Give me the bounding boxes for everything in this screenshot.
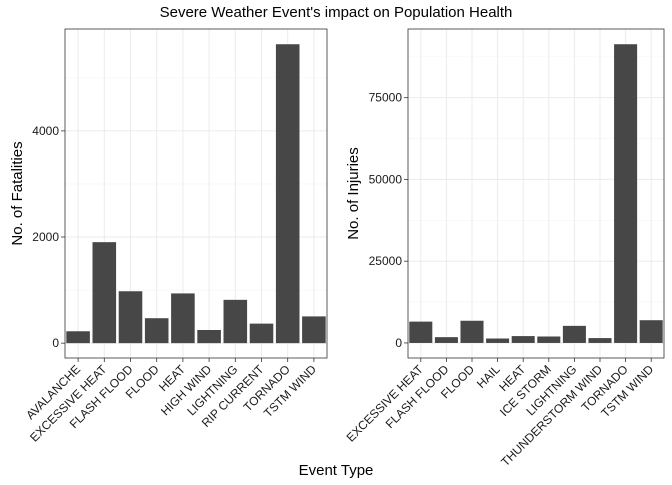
bar-lightning: [223, 299, 248, 344]
bar-excessive-heat: [92, 242, 117, 344]
y-axis-label: No. of Injuries: [345, 147, 362, 240]
bar-ice-storm: [537, 336, 561, 343]
y-tick-label: 2000: [32, 230, 59, 244]
bar-heat: [171, 293, 195, 344]
bar-flash-flood: [118, 291, 143, 344]
y-axis-label: No. of Fatalities: [9, 141, 26, 245]
y-tick-label: 0: [52, 336, 59, 350]
bar-tstm-wind: [302, 316, 326, 344]
bar-flood: [460, 320, 484, 343]
bar-tstm-wind: [639, 320, 663, 343]
bar-flash-flood: [434, 337, 458, 343]
bar-heat: [511, 336, 535, 343]
y-tick-label: 0: [395, 336, 402, 350]
bar-tornado: [614, 44, 638, 343]
bar-rip-current: [249, 323, 274, 344]
y-tick-label: 25000: [369, 254, 403, 268]
bar-high-wind: [197, 329, 221, 344]
figure-title: Severe Weather Event's impact on Populat…: [160, 4, 513, 21]
bar-avalanche: [66, 331, 90, 344]
y-tick-label: 50000: [369, 172, 403, 186]
x-axis-label: Event Type: [299, 462, 374, 479]
bar-lightning: [562, 325, 586, 343]
bar-thunderstorm-wind: [588, 338, 612, 343]
bar-tornado: [275, 44, 300, 344]
bar-flood: [144, 318, 169, 344]
bar-hail: [486, 338, 510, 343]
panel-border: [64, 28, 328, 359]
bar-excessive-heat: [409, 321, 433, 343]
y-tick-label: 75000: [369, 91, 403, 105]
panel-border: [407, 28, 665, 359]
y-tick-label: 4000: [32, 124, 59, 138]
